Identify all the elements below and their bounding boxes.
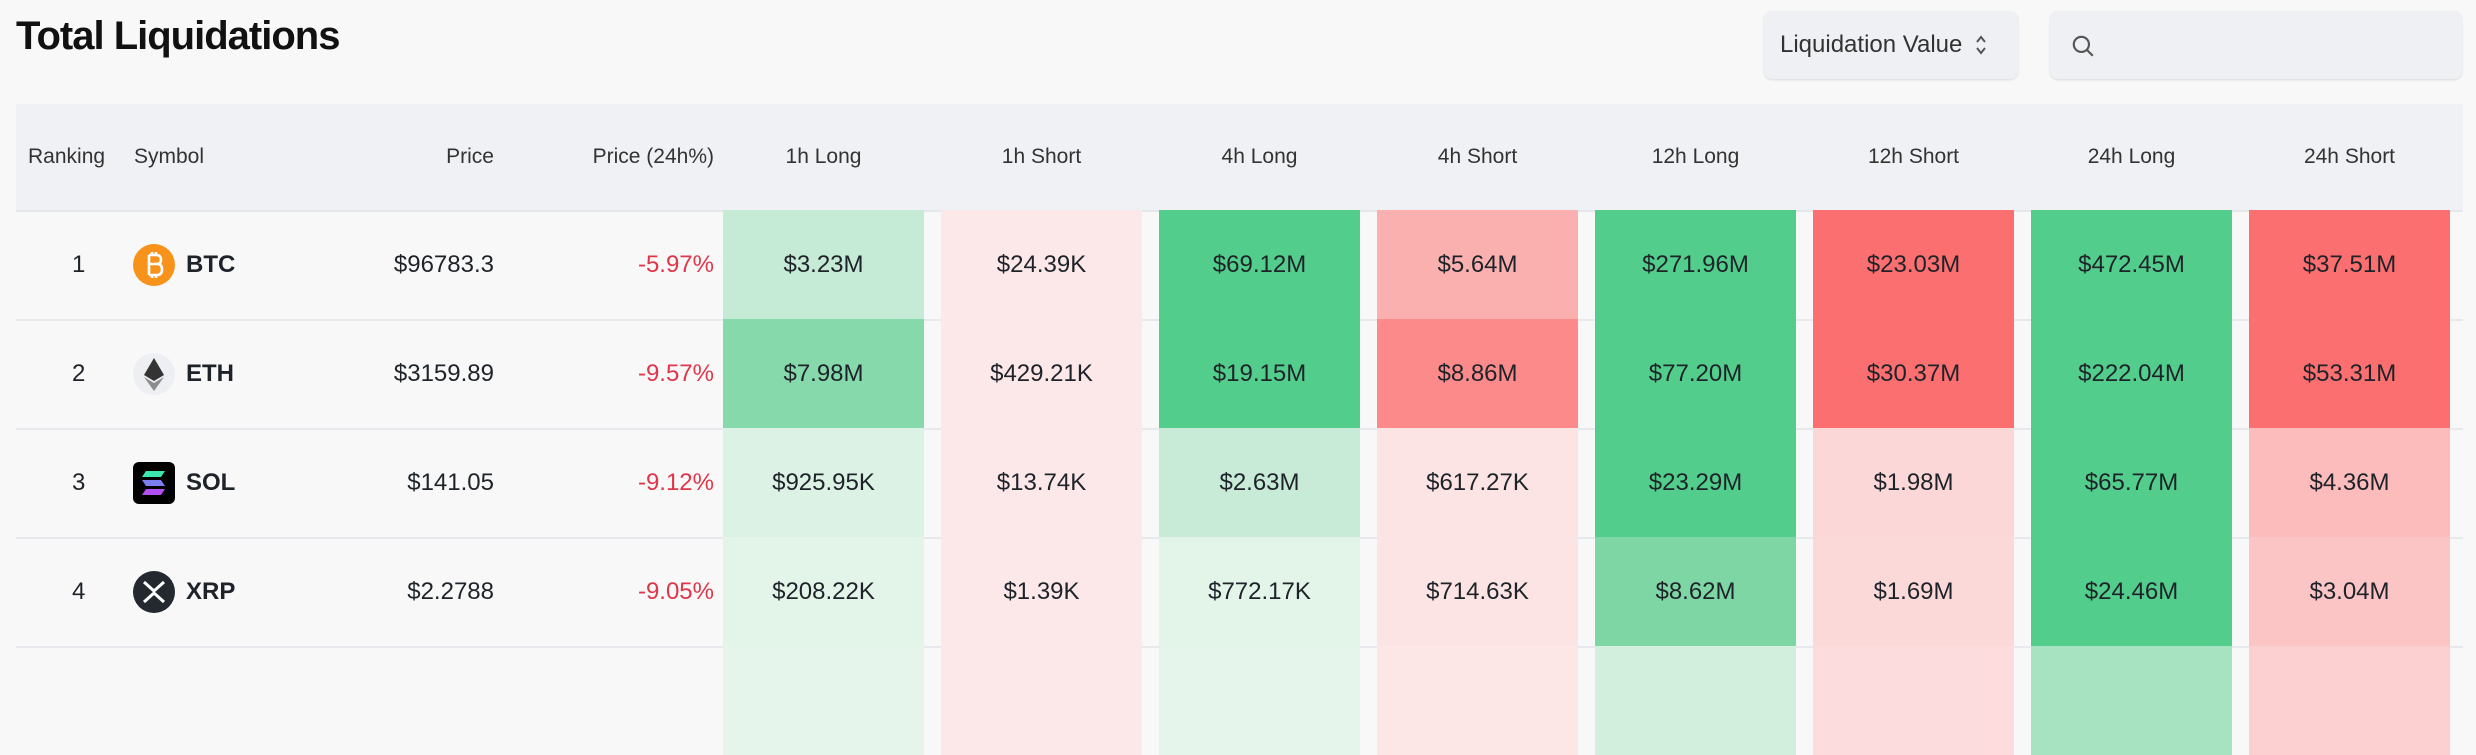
liquidation-cell-4h-long: $2.63M <box>1159 428 1360 537</box>
chevron-up-down-icon <box>1974 33 1988 57</box>
page-title: Total Liquidations <box>16 14 340 58</box>
liquidation-cell-24h-short: $4.36M <box>2249 428 2450 537</box>
liquidation-cell-24h-short: $37.51M <box>2249 210 2450 319</box>
column-header-price[interactable]: Price <box>446 145 494 168</box>
liquidation-cell-1h-long: $208.22K <box>723 537 924 646</box>
liquidation-cell-1h-short: $24.39K <box>941 210 1142 319</box>
price-change-cell: -9.05% <box>637 578 714 605</box>
column-header-1h-long[interactable]: 1h Long <box>785 145 862 168</box>
liquidation-cell-4h-short: $8.86M <box>1377 319 1578 428</box>
column-header-ranking[interactable]: Ranking <box>28 145 106 168</box>
liquidation-cell-4h-short: $617.27K <box>1377 428 1578 537</box>
liquidation-cell-4h-short: $714.63K <box>1377 537 1578 646</box>
liquidation-cell-12h-long: $8.62M <box>1595 537 1796 646</box>
liquidation-cell-1h-short: $13.74K <box>941 428 1142 537</box>
liquidation-cell <box>1159 646 1360 755</box>
liquidation-cell <box>1595 646 1796 755</box>
rank-cell: 1 <box>72 251 86 278</box>
bitcoin-icon <box>133 244 175 286</box>
liquidation-cell-4h-long: $19.15M <box>1159 319 1360 428</box>
liquidation-cell-12h-long: $23.29M <box>1595 428 1796 537</box>
liquidation-cell-12h-long: $271.96M <box>1595 210 1796 319</box>
liquidation-cell-1h-long: $7.98M <box>723 319 924 428</box>
symbol-cell: XRP <box>186 578 236 605</box>
search-input[interactable] <box>2050 11 2462 79</box>
sort-by-select[interactable]: Liquidation Value <box>1764 11 2018 79</box>
liquidation-cell-1h-short: $429.21K <box>941 319 1142 428</box>
rank-cell: 2 <box>72 360 86 387</box>
liquidation-cell-4h-long: $69.12M <box>1159 210 1360 319</box>
liquidation-cell-12h-short: $30.37M <box>1813 319 2014 428</box>
column-header-24h-short[interactable]: 24h Short <box>2303 145 2396 168</box>
column-header-4h-short[interactable]: 4h Short <box>1437 145 1518 168</box>
liquidation-cell-24h-short: $3.04M <box>2249 537 2450 646</box>
liquidation-cell <box>1377 646 1578 755</box>
liquidation-cell-4h-short: $5.64M <box>1377 210 1578 319</box>
liquidation-cell <box>2031 646 2232 755</box>
liquidation-cell <box>723 646 924 755</box>
price-cell: $2.2788 <box>407 578 494 605</box>
rank-cell: 3 <box>72 469 86 496</box>
table-row-partial <box>16 646 2463 755</box>
column-header-price-24h[interactable]: Price (24h%) <box>592 145 714 168</box>
liquidation-cell <box>2249 646 2450 755</box>
column-header-12h-long[interactable]: 12h Long <box>1651 145 1740 168</box>
liquidation-cell-24h-long: $24.46M <box>2031 537 2232 646</box>
symbol-cell: ETH <box>186 360 234 387</box>
column-header-1h-short[interactable]: 1h Short <box>1001 145 1082 168</box>
search-icon <box>2072 35 2094 57</box>
table-row[interactable]: 1 BTC $96783.3 -5.97% $3.23M $24.39K $69.12M $5… <box>16 210 2463 321</box>
table-header: Ranking Symbol Price Price (24h%) 1h Long 1h … <box>16 104 2463 212</box>
symbol-cell: SOL <box>186 469 236 496</box>
liquidation-cell-12h-long: $77.20M <box>1595 319 1796 428</box>
liquidation-cell-24h-long: $472.45M <box>2031 210 2232 319</box>
liquidation-cell-12h-short: $23.03M <box>1813 210 2014 319</box>
table-row[interactable]: 2 ETH $3159.89 -9.57% $7.98M $429.21K $19.15M $… <box>16 319 2463 430</box>
liquidation-cell-24h-long: $65.77M <box>2031 428 2232 537</box>
symbol-cell: BTC <box>186 251 236 278</box>
column-header-4h-long[interactable]: 4h Long <box>1221 145 1298 168</box>
price-change-cell: -9.57% <box>637 360 714 387</box>
liquidation-cell-24h-short: $53.31M <box>2249 319 2450 428</box>
rank-cell: 4 <box>72 578 86 605</box>
xrp-icon <box>133 571 175 613</box>
liquidation-cell-1h-long: $925.95K <box>723 428 924 537</box>
price-cell: $3159.89 <box>393 360 494 387</box>
column-header-24h-long[interactable]: 24h Long <box>2087 145 2176 168</box>
price-change-cell: -5.97% <box>637 251 714 278</box>
sort-select-value: Liquidation Value <box>1780 31 1963 58</box>
liquidation-cell-1h-long: $3.23M <box>723 210 924 319</box>
ethereum-icon <box>133 353 175 395</box>
price-cell: $96783.3 <box>393 251 494 278</box>
table-row[interactable]: 3 SOL $141.05 -9.12% $925.95K $13.74K $2.63M $6… <box>16 428 2463 539</box>
solana-icon <box>133 462 175 504</box>
liquidation-cell <box>941 646 1142 755</box>
table-row[interactable]: 4 XRP $2.2788 -9.05% $208.22K $1.39K $772.17K $… <box>16 537 2463 648</box>
column-header-12h-short[interactable]: 12h Short <box>1867 145 1960 168</box>
price-change-cell: -9.12% <box>637 469 714 496</box>
liquidation-cell-1h-short: $1.39K <box>941 537 1142 646</box>
price-cell: $141.05 <box>407 469 494 496</box>
liquidation-cell-12h-short: $1.69M <box>1813 537 2014 646</box>
liquidation-cell-24h-long: $222.04M <box>2031 319 2232 428</box>
liquidation-cell-12h-short: $1.98M <box>1813 428 2014 537</box>
liquidation-cell <box>1813 646 2014 755</box>
liquidation-cell-4h-long: $772.17K <box>1159 537 1360 646</box>
column-header-symbol[interactable]: Symbol <box>134 145 205 168</box>
